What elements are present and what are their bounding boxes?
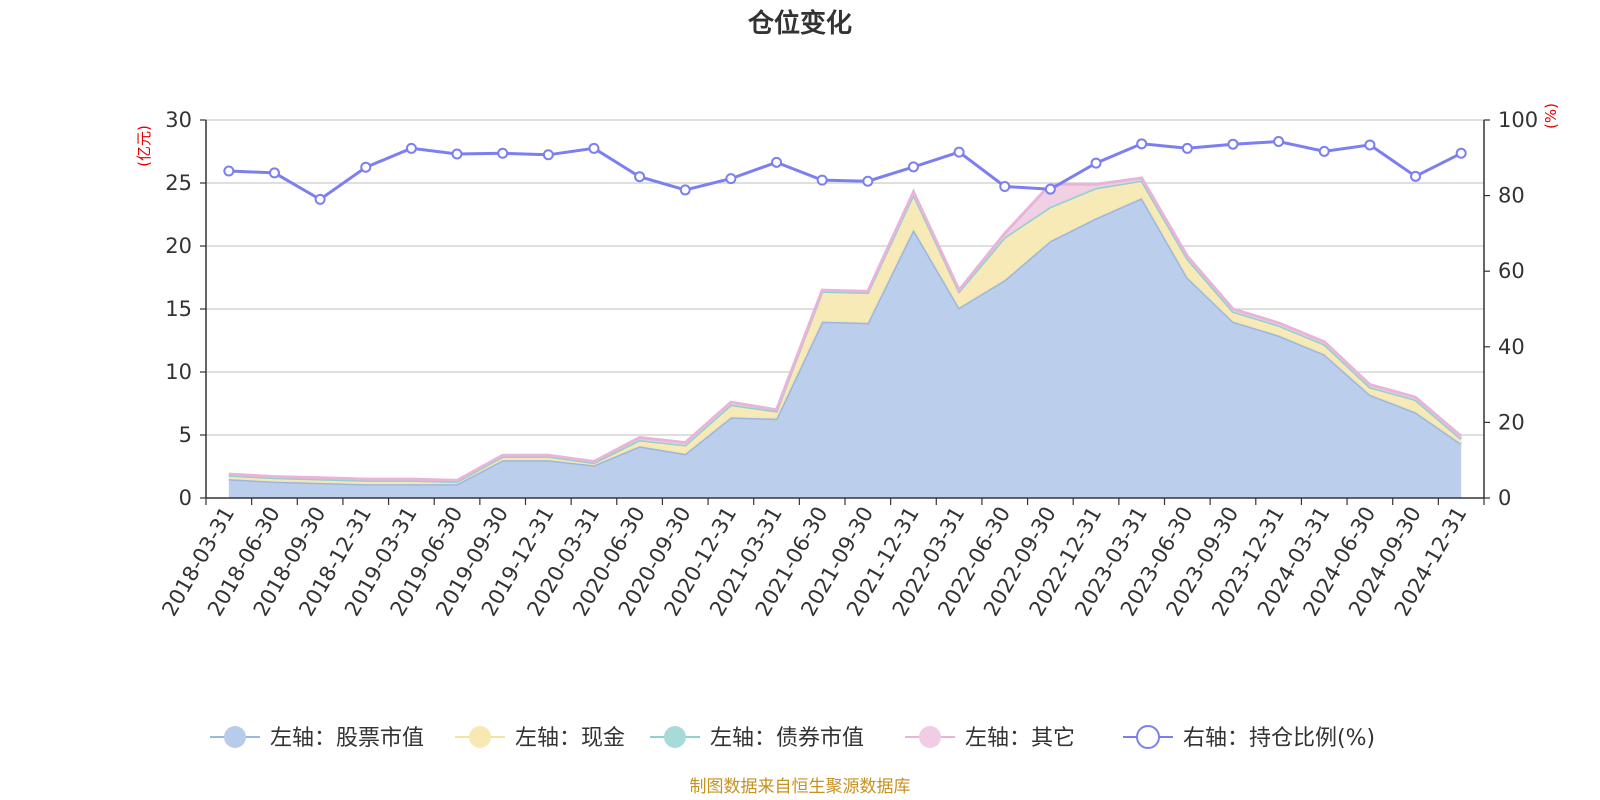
legend: 左轴：股票市值 左轴：现金 左轴：债券市值 左轴：其它 右轴：持仓比例(%) bbox=[210, 725, 1375, 751]
ratio-point-2022-03-31 bbox=[953, 146, 965, 158]
ratio-point-2018-06-30 bbox=[268, 167, 280, 179]
ratio-point-2019-09-30 bbox=[497, 147, 509, 159]
ratio-point-2022-06-30 bbox=[999, 181, 1011, 193]
legend-label: 左轴：债券市值 bbox=[710, 726, 864, 751]
left-tick-label: 25 bbox=[165, 171, 192, 195]
right-tick-label: 20 bbox=[1498, 410, 1525, 434]
legend-marker bbox=[469, 726, 491, 748]
ratio-point-2020-12-31 bbox=[725, 173, 737, 185]
ratio-point-2020-09-30 bbox=[679, 184, 691, 196]
chart-title: 仓位变化 bbox=[747, 8, 852, 39]
ratio-point-2019-12-31 bbox=[542, 149, 554, 161]
ratio-line bbox=[228, 139, 1462, 202]
right-tick-label: 60 bbox=[1498, 259, 1525, 283]
left-tick-label: 10 bbox=[165, 360, 192, 384]
ratio-point-2023-06-30 bbox=[1181, 142, 1193, 154]
ratio-point-2024-09-30 bbox=[1410, 170, 1422, 182]
legend-marker bbox=[919, 726, 941, 748]
legend-item: 左轴：现金 bbox=[455, 726, 625, 751]
legend-marker bbox=[224, 726, 246, 748]
source-note: 制图数据来自恒生聚源数据库 bbox=[690, 777, 911, 797]
left-tick-label: 0 bbox=[179, 486, 192, 510]
right-tick-label: 100 bbox=[1498, 108, 1538, 132]
right-tick-label: 0 bbox=[1498, 486, 1511, 510]
ratio-point-2018-09-30 bbox=[314, 193, 326, 205]
left-tick-label: 30 bbox=[165, 108, 192, 132]
legend-item: 右轴：持仓比例(%) bbox=[1123, 725, 1375, 751]
ratio-point-2022-09-30 bbox=[1044, 183, 1056, 195]
legend-item: 左轴：其它 bbox=[905, 726, 1075, 751]
ratio-point-2024-12-31 bbox=[1455, 147, 1467, 159]
ratio-point-2018-03-31 bbox=[223, 165, 235, 177]
legend-label: 左轴：其它 bbox=[965, 726, 1075, 751]
legend-label: 右轴：持仓比例(%) bbox=[1183, 726, 1375, 751]
legend-item: 左轴：股票市值 bbox=[210, 726, 424, 751]
right-axis-unit: (%) bbox=[1542, 103, 1560, 129]
stacked-areas bbox=[228, 176, 1463, 498]
right-tick-label: 40 bbox=[1498, 335, 1525, 359]
ratio-point-2021-09-30 bbox=[862, 175, 874, 187]
area-左轴：股票市值 bbox=[228, 198, 1462, 498]
left-tick-label: 15 bbox=[165, 297, 192, 321]
ratio-point-2019-06-30 bbox=[451, 148, 463, 160]
legend-item: 左轴：债券市值 bbox=[650, 726, 864, 751]
left-tick-label: 20 bbox=[165, 234, 192, 258]
ratio-point-2021-12-31 bbox=[907, 161, 919, 173]
ratio-point-2021-06-30 bbox=[816, 174, 828, 186]
legend-marker bbox=[1136, 725, 1160, 749]
position-ratio-line bbox=[223, 136, 1467, 205]
legend-label: 左轴：股票市值 bbox=[270, 726, 424, 751]
ratio-point-2023-09-30 bbox=[1227, 138, 1239, 150]
ratio-point-2023-03-31 bbox=[1136, 138, 1148, 150]
ratio-point-2020-06-30 bbox=[634, 171, 646, 183]
ratio-point-2024-06-30 bbox=[1364, 139, 1376, 151]
legend-label: 左轴：现金 bbox=[515, 726, 625, 751]
ratio-point-2023-12-31 bbox=[1273, 136, 1285, 148]
ratio-point-2021-03-31 bbox=[771, 156, 783, 168]
ratio-point-2020-03-31 bbox=[588, 142, 600, 154]
ratio-point-2019-03-31 bbox=[405, 142, 417, 154]
ratio-point-2024-03-31 bbox=[1318, 145, 1330, 157]
ratio-point-2022-12-31 bbox=[1090, 157, 1102, 169]
left-axis-unit: (亿元) bbox=[135, 125, 153, 167]
area-edge-左轴：其它 bbox=[228, 176, 1463, 482]
left-tick-label: 5 bbox=[179, 423, 192, 447]
legend-marker bbox=[664, 726, 686, 748]
ratio-point-2018-12-31 bbox=[360, 161, 372, 173]
right-tick-label: 80 bbox=[1498, 184, 1525, 208]
